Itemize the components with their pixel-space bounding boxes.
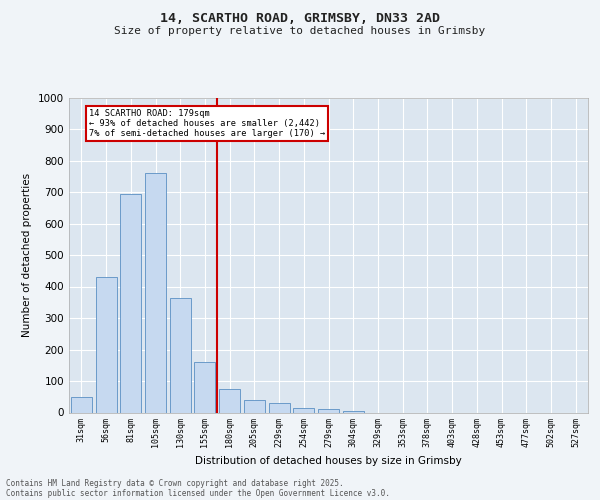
Text: Size of property relative to detached houses in Grimsby: Size of property relative to detached ho… [115, 26, 485, 36]
Bar [145, 173, 166, 412]
Bar [318, 410, 339, 412]
Text: 14, SCARTHO ROAD, GRIMSBY, DN33 2AD: 14, SCARTHO ROAD, GRIMSBY, DN33 2AD [160, 12, 440, 26]
Bar [293, 408, 314, 412]
X-axis label: Distribution of detached houses by size in Grimsby: Distribution of detached houses by size … [195, 456, 462, 466]
Text: Contains HM Land Registry data © Crown copyright and database right 2025.: Contains HM Land Registry data © Crown c… [6, 478, 344, 488]
Bar [244, 400, 265, 412]
Bar [269, 403, 290, 412]
Bar [170, 298, 191, 412]
Bar [95, 277, 116, 412]
Bar [219, 389, 240, 412]
Text: Contains public sector information licensed under the Open Government Licence v3: Contains public sector information licen… [6, 488, 390, 498]
Text: 14 SCARTHO ROAD: 179sqm
← 93% of detached houses are smaller (2,442)
7% of semi-: 14 SCARTHO ROAD: 179sqm ← 93% of detache… [89, 108, 325, 138]
Bar [194, 362, 215, 412]
Bar [343, 411, 364, 412]
Bar [71, 397, 92, 412]
Y-axis label: Number of detached properties: Number of detached properties [22, 173, 32, 337]
Bar [120, 194, 141, 412]
